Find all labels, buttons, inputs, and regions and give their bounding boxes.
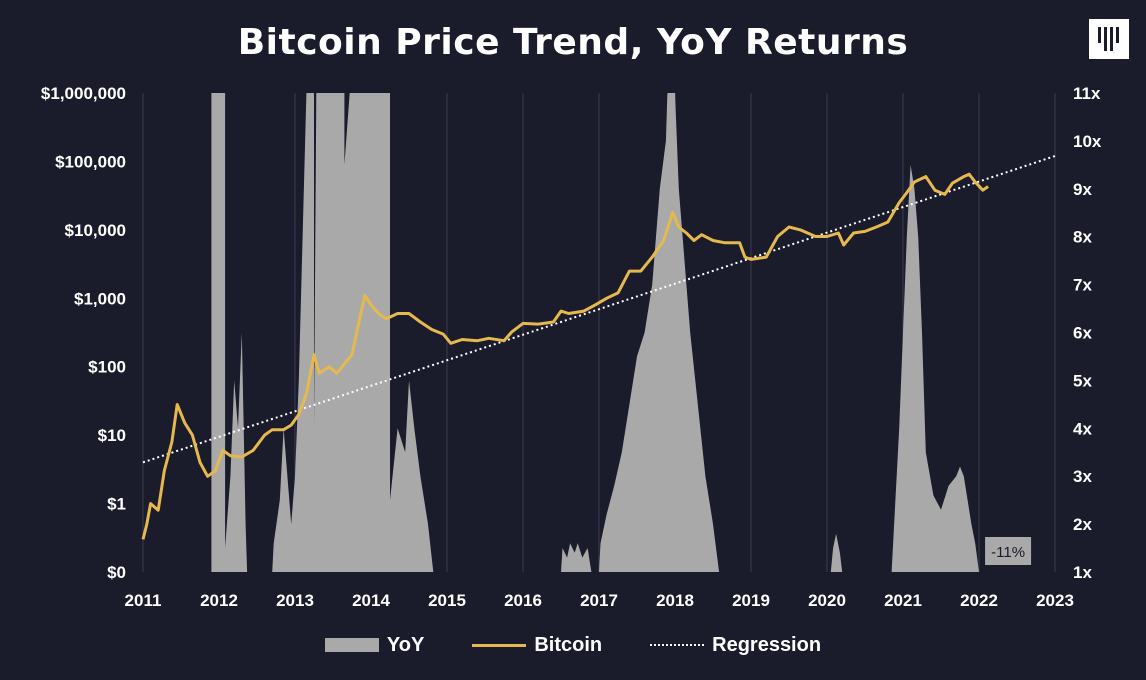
y-right-tick-label: 4x bbox=[1073, 419, 1092, 438]
y-left-tick-label: $1,000 bbox=[74, 289, 126, 308]
y-right-tick-label: 5x bbox=[1073, 371, 1092, 390]
bitcoin-line bbox=[141, 172, 989, 540]
y-left-tick-label: $10 bbox=[98, 426, 126, 445]
y-right-tick-label: 1x bbox=[1073, 563, 1092, 582]
y-right-tick-label: 11x bbox=[1073, 84, 1101, 103]
x-tick-label: 2017 bbox=[580, 591, 618, 610]
y-left-tick-label: $100,000 bbox=[55, 152, 126, 171]
x-tick-label: 2015 bbox=[428, 591, 466, 610]
legend-item-regression: Regression bbox=[650, 634, 821, 657]
x-tick-label: 2012 bbox=[200, 591, 238, 610]
legend-label-bitcoin: Bitcoin bbox=[534, 633, 603, 656]
x-tick-label: 2023 bbox=[1036, 591, 1074, 610]
y-left-tick-label: $1 bbox=[107, 495, 126, 514]
y-left-tick-label: $100 bbox=[88, 358, 126, 377]
legend-item-yoy: YoY bbox=[324, 633, 425, 657]
x-tick-label: 2019 bbox=[732, 591, 770, 610]
y-left-tick-label: $0 bbox=[107, 563, 126, 582]
y-right-tick-label: 2x bbox=[1073, 515, 1092, 534]
legend-label-regression: Regression bbox=[712, 633, 822, 656]
legend-swatch-regression bbox=[650, 644, 705, 646]
y-right-tick-label: 9x bbox=[1073, 180, 1092, 199]
y-right-tick-label: 8x bbox=[1073, 228, 1092, 247]
x-tick-label: 2014 bbox=[352, 591, 390, 610]
annotation-label: -11% bbox=[991, 544, 1025, 561]
legend-swatch-bitcoin bbox=[472, 643, 527, 647]
chart-legend: YoY Bitcoin Regression bbox=[0, 630, 1146, 660]
regression-line bbox=[142, 155, 1056, 464]
x-tick-label: 2022 bbox=[960, 591, 998, 610]
chart-title: Bitcoin Price Trend, YoY Returns bbox=[237, 22, 909, 63]
x-tick-label: 2013 bbox=[276, 591, 314, 610]
y-left-tick-label: $1,000,000 bbox=[41, 84, 126, 103]
legend-label-yoy: YoY bbox=[386, 633, 425, 656]
annotation-box bbox=[985, 537, 1032, 565]
x-tick-label: 2016 bbox=[504, 591, 542, 610]
yoy-area bbox=[143, 93, 979, 572]
y-right-tick-label: 7x bbox=[1073, 276, 1092, 295]
x-tick-label: 2018 bbox=[656, 591, 694, 610]
y-right-tick-label: 10x bbox=[1073, 132, 1102, 151]
x-tick-label: 2020 bbox=[808, 591, 846, 610]
legend-swatch-yoy bbox=[324, 638, 379, 652]
x-tick-label: 2021 bbox=[884, 591, 922, 610]
x-tick-label: 2011 bbox=[125, 591, 162, 610]
brand-logo bbox=[1089, 19, 1129, 59]
y-right-tick-label: 6x bbox=[1073, 324, 1092, 343]
y-right-tick-label: 3x bbox=[1073, 467, 1092, 486]
y-left-tick-label: $10,000 bbox=[65, 221, 126, 240]
legend-item-bitcoin: Bitcoin bbox=[472, 634, 602, 657]
